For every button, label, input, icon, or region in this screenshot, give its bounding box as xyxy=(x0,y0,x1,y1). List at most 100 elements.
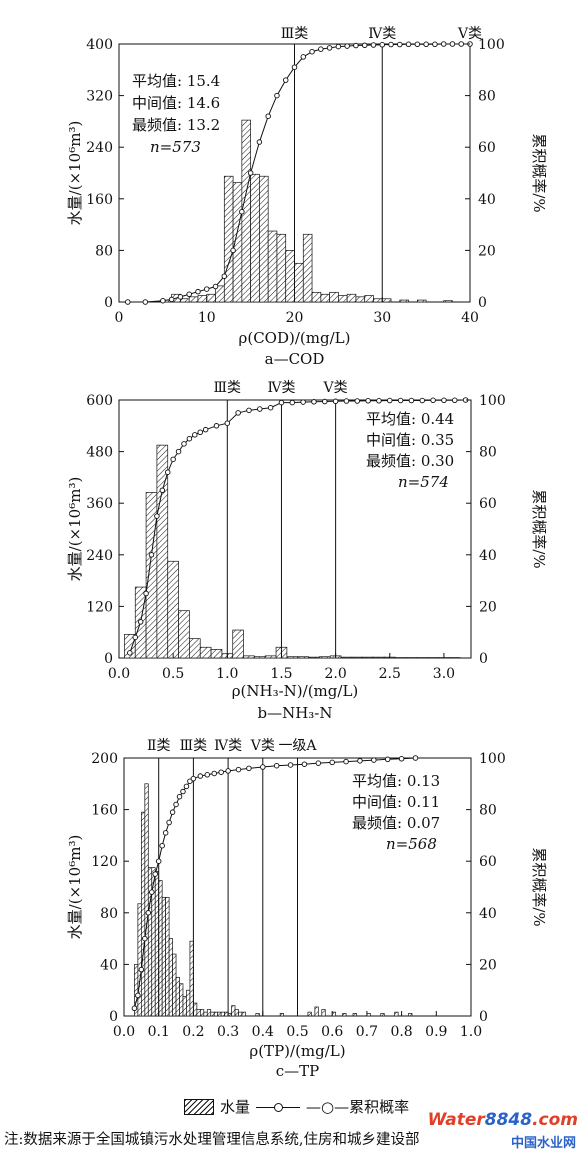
cumulative-point xyxy=(180,788,186,795)
x-tick-label: 0.4 xyxy=(252,1024,274,1040)
cumulative-point xyxy=(159,487,166,494)
cumulative-point xyxy=(183,783,190,790)
histogram-bar xyxy=(259,175,269,303)
x-tick-label: 0.5 xyxy=(286,1024,308,1040)
y2-tick-label: 20 xyxy=(478,243,496,259)
cumulative-point xyxy=(169,809,176,815)
cumulative-point xyxy=(218,769,224,775)
histogram-bar xyxy=(137,903,142,1017)
histogram-bar xyxy=(167,560,179,659)
cumulative-point xyxy=(186,435,193,442)
histogram-bar xyxy=(329,291,339,303)
cumulative-point xyxy=(211,770,217,777)
histogram-bar xyxy=(294,262,304,303)
cumulative-point xyxy=(213,423,220,429)
cumulative-point xyxy=(177,294,184,300)
chart-3: Ⅱ类 Ⅲ类 Ⅳ类 Ⅴ类 一级A 0 40 80 120 160 200 0 20 40 60 80 100 0.0… xyxy=(66,738,548,1080)
histogram-bar xyxy=(210,1011,215,1017)
cumulative-point xyxy=(282,77,289,83)
cumulative-point xyxy=(142,299,149,305)
cumulative-point xyxy=(154,513,160,519)
histogram-bar xyxy=(381,298,392,303)
cumulative-point xyxy=(230,247,236,254)
cumulative-point xyxy=(384,756,391,763)
y2-tick-label: 100 xyxy=(478,37,505,53)
y-tick-label: 320 xyxy=(86,89,113,105)
histogram-bar xyxy=(193,1002,198,1017)
cumulative-point xyxy=(301,761,308,767)
cumulative-point xyxy=(170,456,176,463)
histogram-bar xyxy=(199,1009,205,1017)
histogram-bar xyxy=(165,896,170,1017)
y2-tick-label: 100 xyxy=(479,393,506,409)
histogram-bar xyxy=(231,1005,236,1017)
histogram-bar xyxy=(364,295,374,303)
cumulative-point xyxy=(149,889,155,895)
cumulative-point xyxy=(137,619,144,625)
legend-line-label: —○—累积概率 xyxy=(306,1098,410,1116)
cumulative-point xyxy=(405,41,412,48)
histogram-bar xyxy=(168,938,173,1017)
cumulative-point xyxy=(168,296,175,303)
cumulative-point xyxy=(274,92,280,99)
histogram-bar xyxy=(355,296,366,303)
histogram-bar xyxy=(302,233,313,303)
histogram-bar xyxy=(197,295,208,303)
cumulative-point xyxy=(235,766,242,773)
statistic-label: 最频值: 0.30 xyxy=(366,452,454,470)
y-tick-label: 80 xyxy=(100,906,118,922)
x-tick-label: 0.6 xyxy=(321,1024,343,1040)
histogram-bar xyxy=(186,989,191,1017)
histogram-bar xyxy=(307,1011,312,1017)
x-tick-label: 2.5 xyxy=(379,666,401,682)
x-tick-label: 0.8 xyxy=(390,1024,412,1040)
cumulative-point xyxy=(365,398,371,404)
cumulative-point xyxy=(291,64,298,70)
histogram-bar xyxy=(182,996,187,1017)
cumulative-point xyxy=(376,398,382,404)
histogram-bar xyxy=(394,1011,399,1017)
x-tick-label: 30 xyxy=(373,310,391,326)
chart-caption: a—COD xyxy=(265,350,325,368)
y-tick-label: 200 xyxy=(91,751,118,767)
y-tick-label: 0 xyxy=(104,651,113,667)
histogram-bar xyxy=(220,1011,225,1017)
histogram-bar xyxy=(223,175,234,303)
y2-axis-label: 累积概率/% xyxy=(530,847,548,926)
cumulative-point xyxy=(132,634,138,641)
histogram-bar xyxy=(180,298,190,303)
x-tick-label: 2.0 xyxy=(324,666,346,682)
cumulative-point xyxy=(186,291,192,298)
cumulative-point xyxy=(155,858,162,864)
x-tick-label: 0.5 xyxy=(162,666,184,682)
statistic-label: 最频值: 13.2 xyxy=(132,116,220,134)
threshold-label: Ⅳ类 xyxy=(214,738,242,754)
y2-tick-label: 0 xyxy=(479,1009,488,1025)
histogram-bar xyxy=(227,1013,232,1017)
cumulative-point xyxy=(127,650,133,656)
cumulative-point xyxy=(235,410,241,416)
cumulative-point xyxy=(397,41,403,48)
cumulative-point xyxy=(192,432,198,438)
statistic-label: 平均值: 0.44 xyxy=(366,410,454,428)
histogram-bar xyxy=(351,656,364,659)
threshold-label: Ⅴ类 xyxy=(250,738,275,754)
statistic-label: 中间值: 0.35 xyxy=(366,431,454,449)
y2-tick-label: 40 xyxy=(479,548,497,564)
histogram-bar xyxy=(234,1009,239,1017)
cumulative-point xyxy=(370,42,377,48)
cumulative-point xyxy=(247,170,254,176)
histogram-bar xyxy=(156,444,169,659)
cumulative-point xyxy=(287,762,294,768)
cumulative-point xyxy=(267,404,274,411)
cumulative-point xyxy=(148,552,155,558)
histogram-bar xyxy=(267,230,278,303)
cumulative-point xyxy=(197,429,203,436)
cumulative-point xyxy=(176,793,183,800)
cumulative-point xyxy=(423,41,429,48)
cumulative-point xyxy=(398,756,405,762)
cumulative-point xyxy=(300,399,306,405)
histogram-bar xyxy=(340,656,353,659)
histogram-bar xyxy=(206,1009,212,1017)
